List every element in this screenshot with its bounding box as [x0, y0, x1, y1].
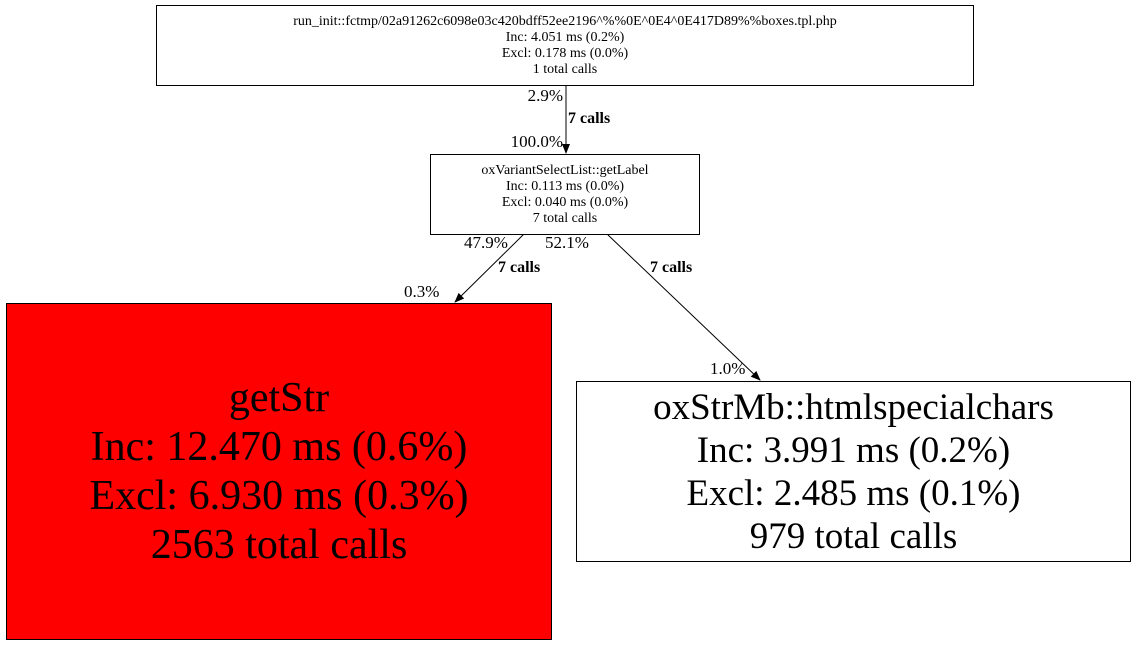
node-inc: Inc: 3.991 ms (0.2%)	[696, 429, 1011, 471]
node-getlabel[interactable]: oxVariantSelectList::getLabel Inc: 0.113…	[430, 154, 700, 235]
edge-tail-pct: 47.9%	[464, 233, 508, 252]
edge-head-pct: 100.0%	[510, 132, 563, 151]
edge-getlabel-to-htmlspecialchars	[606, 233, 761, 381]
edge-call-label: 7 calls	[650, 259, 693, 276]
node-title: run_init::fctmp/02a91262c6098e03c420bdff…	[293, 13, 837, 29]
node-excl: Excl: 6.930 ms (0.3%)	[89, 472, 469, 519]
node-inc: Inc: 0.113 ms (0.0%)	[505, 178, 625, 194]
edge-tail-pct: 52.1%	[545, 233, 589, 252]
node-title: oxStrMb::htmlspecialchars	[653, 386, 1054, 428]
node-run-init[interactable]: run_init::fctmp/02a91262c6098e03c420bdff…	[156, 5, 974, 86]
edge-head-pct: 1.0%	[710, 359, 746, 378]
edge-head-pct: 0.3%	[404, 282, 440, 301]
edge-call-label: 7 calls	[568, 110, 611, 127]
node-calls: 2563 total calls	[150, 521, 408, 568]
node-title: oxVariantSelectList::getLabel	[481, 162, 649, 178]
node-getstr[interactable]: getStr Inc: 12.470 ms (0.6%) Excl: 6.930…	[6, 303, 552, 640]
edge-tail-pct: 2.9%	[527, 86, 563, 105]
node-excl: Excl: 2.485 ms (0.1%)	[686, 472, 1021, 514]
node-title: getStr	[228, 374, 330, 421]
node-excl: Excl: 0.040 ms (0.0%)	[501, 194, 629, 210]
node-calls: 979 total calls	[749, 515, 958, 557]
node-htmlspecialchars[interactable]: oxStrMb::htmlspecialchars Inc: 3.991 ms …	[576, 381, 1131, 562]
node-excl: Excl: 0.178 ms (0.0%)	[501, 45, 629, 61]
node-inc: Inc: 4.051 ms (0.2%)	[505, 29, 625, 45]
node-inc: Inc: 12.470 ms (0.6%)	[90, 423, 468, 470]
node-calls: 1 total calls	[532, 61, 598, 77]
node-calls: 7 total calls	[532, 210, 598, 226]
edge-getlabel-to-getstr	[454, 233, 525, 303]
edge-call-label: 7 calls	[498, 259, 541, 276]
